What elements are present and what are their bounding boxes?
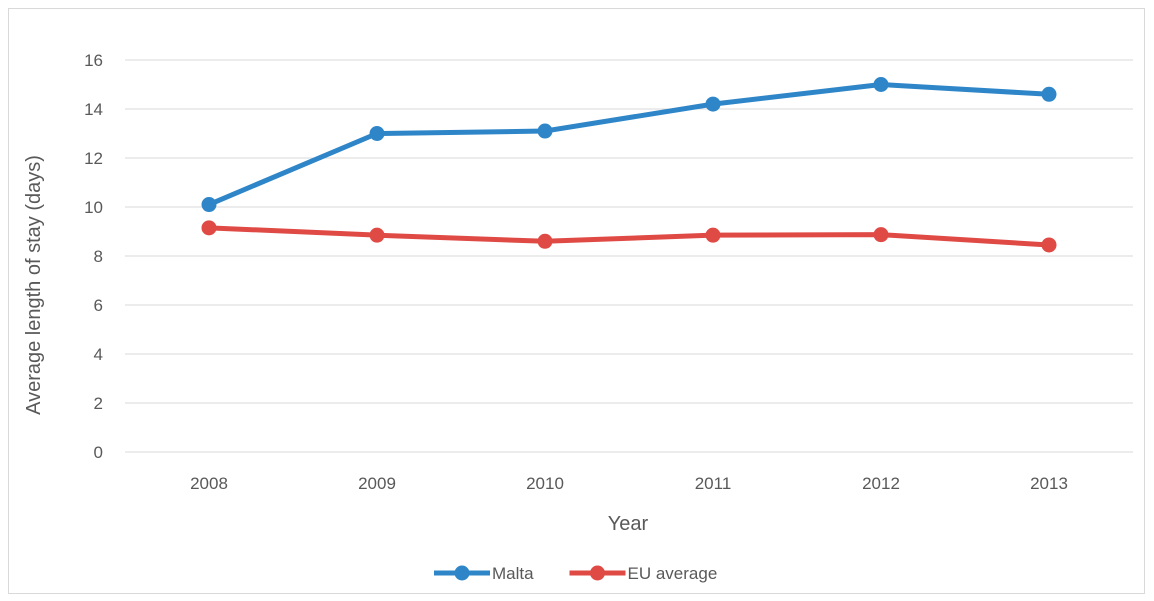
legend-swatch-marker (454, 565, 470, 581)
legend-item: Malta (434, 564, 534, 583)
legend-item: EU average (569, 564, 718, 583)
gridlines (125, 59, 1133, 453)
x-tick-label: 2010 (526, 474, 564, 493)
data-point (369, 227, 385, 243)
data-point (705, 96, 721, 112)
legend-swatch-marker (590, 565, 605, 581)
x-axis-ticks: 2008 2009 2010 2011 2012 2013 (190, 474, 1068, 493)
y-tick-label: 12 (84, 149, 103, 168)
series-line (206, 82, 1052, 208)
series-eu-average (201, 220, 1057, 253)
x-tick-label: 2013 (1030, 474, 1068, 493)
series-malta (201, 77, 1057, 213)
data-point (537, 123, 553, 139)
data-point (537, 233, 553, 249)
x-tick-label: 2012 (862, 474, 900, 493)
y-tick-label: 2 (94, 394, 103, 413)
data-point (1041, 237, 1057, 253)
y-tick-label: 16 (84, 51, 103, 70)
legend: Malta EU average (434, 564, 717, 583)
y-tick-label: 14 (84, 100, 103, 119)
y-axis-ticks: 0 2 4 6 8 10 12 14 16 (84, 51, 103, 462)
data-point (1041, 86, 1057, 102)
y-tick-label: 10 (84, 198, 103, 217)
data-point (369, 126, 385, 141)
x-tick-label: 2009 (358, 474, 396, 493)
series-layer (201, 77, 1057, 253)
legend-label: Malta (492, 564, 534, 583)
data-point (201, 220, 217, 236)
y-tick-label: 8 (94, 247, 103, 266)
y-tick-label: 4 (94, 345, 103, 364)
y-axis-title: Average length of stay (days) (23, 155, 45, 415)
data-point (201, 197, 217, 213)
x-axis-title: Year (608, 513, 649, 535)
data-point (873, 227, 889, 243)
x-tick-label: 2008 (190, 474, 228, 493)
chart-frame (8, 8, 1145, 594)
data-point (873, 77, 889, 92)
legend-label: EU average (628, 564, 718, 583)
x-tick-label: 2011 (695, 474, 732, 493)
data-point (705, 227, 721, 243)
y-tick-label: 0 (94, 443, 103, 462)
series-line (206, 225, 1052, 248)
y-tick-label: 6 (94, 296, 103, 315)
